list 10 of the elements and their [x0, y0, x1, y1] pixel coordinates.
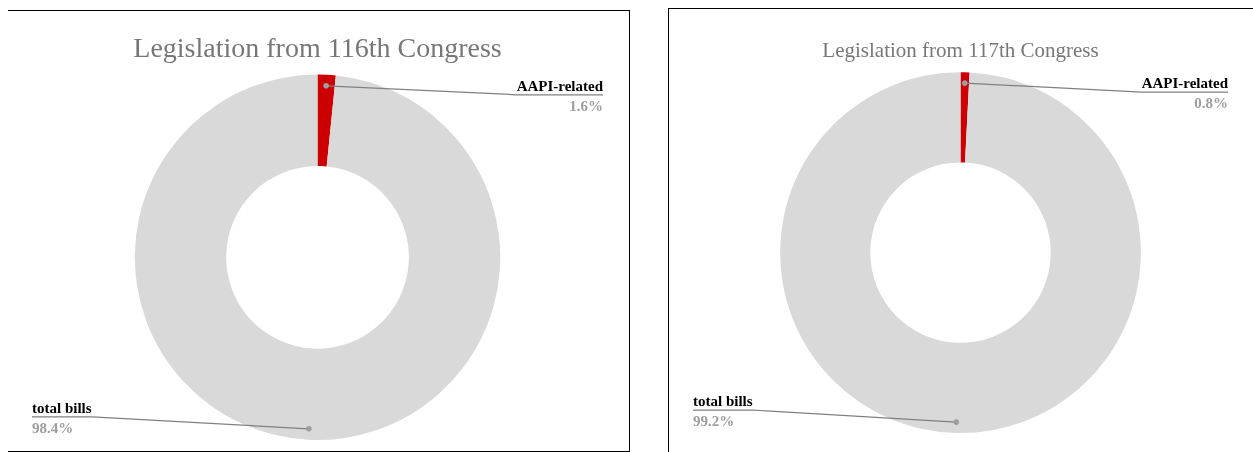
slice-label: total bills: [32, 399, 92, 416]
slice-label: AAPI-related: [1141, 75, 1229, 92]
data-label: 98.4%: [32, 419, 74, 436]
slice-label: AAPI-related: [516, 77, 604, 94]
chart-title: Legislation from 116th Congress: [133, 32, 502, 64]
data-label: 1.6%: [569, 97, 603, 114]
chart-title: Legislation from 117th Congress: [822, 38, 1099, 63]
data-label: 0.8%: [1194, 95, 1228, 112]
slice-label: total bills: [693, 393, 753, 410]
data-label: 99.2%: [693, 413, 735, 430]
